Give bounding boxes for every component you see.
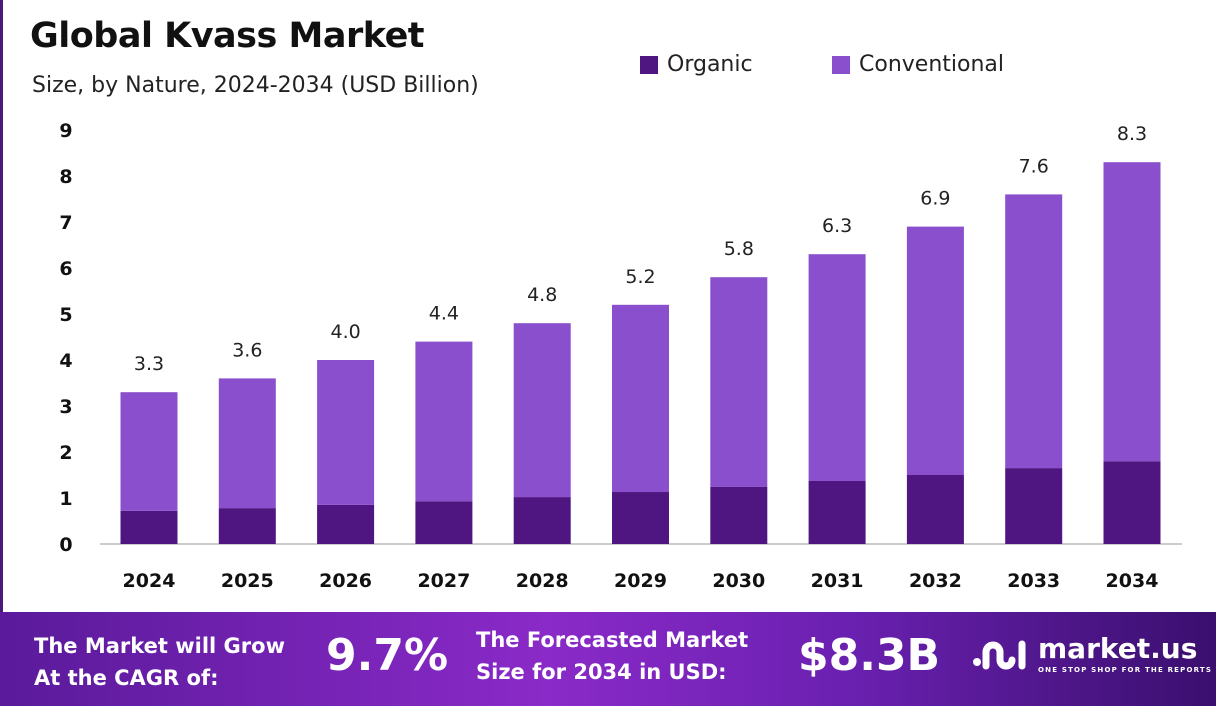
bar-chart: 0 1 2 3 4 5 6 7 8 9 3.3 2024 3.6 2025 4.0 2026 4.4 2027 4.…	[59, 120, 1182, 592]
y-tick-label: 6	[59, 258, 72, 280]
total-label-2032: 6.9	[920, 188, 950, 210]
legend-swatch-conventional	[832, 55, 850, 74]
forecast-value: $8.3B	[798, 630, 941, 681]
bar-organic-2032	[906, 475, 964, 544]
bar-organic-2024	[120, 510, 178, 544]
chart-title: Global Kvass Market	[30, 16, 425, 56]
cagr-value: 9.7%	[326, 630, 449, 681]
x-tick-label: 2030	[712, 570, 765, 592]
forecast-label-line2: Size for 2034 in USD:	[476, 660, 727, 684]
bar-conventional-2027	[415, 341, 473, 502]
bar-conventional-2025	[218, 378, 276, 509]
bar-organic-2029	[612, 492, 669, 544]
total-label-2024: 3.3	[134, 353, 164, 375]
bar-conventional-2029	[612, 304, 669, 493]
bar-organic-2025	[218, 508, 276, 544]
bar-conventional-2031	[808, 254, 866, 481]
x-tick-label: 2033	[1007, 570, 1060, 592]
x-tick-label: 2028	[516, 570, 569, 592]
total-label-2025: 3.6	[232, 339, 262, 361]
bar-conventional-2033	[1005, 194, 1063, 469]
y-tick-label: 2	[59, 442, 72, 464]
market-us-logo-icon	[973, 640, 1026, 670]
total-label-2033: 7.6	[1019, 155, 1049, 177]
cagr-label: The Market will Grow At the CAGR of:	[34, 630, 285, 694]
total-label-2030: 5.8	[724, 238, 754, 260]
forecast-label: The Forecasted Market Size for 2034 in U…	[476, 624, 748, 688]
total-label-2026: 4.0	[330, 321, 360, 343]
legend-label-organic: Organic	[667, 52, 753, 77]
x-tick-label: 2029	[614, 570, 667, 592]
total-label-2031: 6.3	[822, 215, 852, 237]
x-tick-label: 2025	[221, 570, 274, 592]
total-label-2029: 5.2	[625, 266, 655, 288]
total-label-2034: 8.3	[1117, 123, 1147, 145]
total-label-2028: 4.8	[527, 284, 557, 306]
y-tick-label: 7	[59, 212, 72, 234]
x-tick-label: 2024	[123, 570, 176, 592]
y-tick-label: 8	[59, 166, 72, 188]
x-tick-label: 2026	[319, 570, 372, 592]
bar-conventional-2030	[710, 277, 768, 487]
bar-conventional-2028	[513, 323, 571, 498]
logo-tagline: ONE STOP SHOP FOR THE REPORTS	[1038, 665, 1213, 674]
x-tick-label: 2032	[909, 570, 962, 592]
legend-label-conventional: Conventional	[859, 52, 1004, 77]
y-tick-label: 3	[59, 396, 72, 418]
cagr-label-line1: The Market will Grow	[34, 634, 285, 658]
bar-conventional-2032	[906, 226, 964, 475]
total-label-2027: 4.4	[429, 303, 459, 325]
y-tick-label: 5	[59, 304, 72, 326]
bar-organic-2034	[1103, 461, 1161, 544]
bar-conventional-2026	[317, 360, 375, 505]
cagr-label-line2: At the CAGR of:	[34, 666, 219, 690]
bar-organic-2027	[415, 501, 473, 544]
bar-organic-2030	[710, 486, 768, 544]
chart-subtitle: Size, by Nature, 2024-2034 (USD Billion)	[32, 73, 479, 98]
bar-organic-2028	[513, 497, 571, 544]
bar-organic-2033	[1005, 468, 1063, 544]
x-tick-label: 2034	[1106, 570, 1159, 592]
logo-text: market.us	[1038, 631, 1198, 665]
forecast-label-line1: The Forecasted Market	[476, 628, 749, 652]
y-tick-label: 4	[59, 350, 72, 372]
footer-banner: The Market will Grow At the CAGR of: 9.7…	[0, 612, 1216, 706]
x-tick-label: 2027	[417, 570, 470, 592]
bar-organic-2026	[317, 504, 375, 544]
left-accent-bar	[0, 0, 3, 612]
bar-conventional-2024	[120, 392, 178, 511]
x-tick-label: 2031	[811, 570, 864, 592]
y-tick-label: 0	[59, 534, 72, 556]
y-tick-label: 9	[59, 120, 72, 142]
y-tick-label: 1	[59, 488, 72, 510]
legend-item-organic: Organic	[640, 52, 753, 77]
legend-swatch-organic	[640, 55, 658, 74]
bar-organic-2031	[808, 480, 866, 544]
legend-item-conventional: Conventional	[832, 52, 1004, 77]
bar-conventional-2034	[1103, 162, 1161, 462]
market-us-logo: market.us ONE STOP SHOP FOR THE REPORTS	[972, 634, 1212, 674]
